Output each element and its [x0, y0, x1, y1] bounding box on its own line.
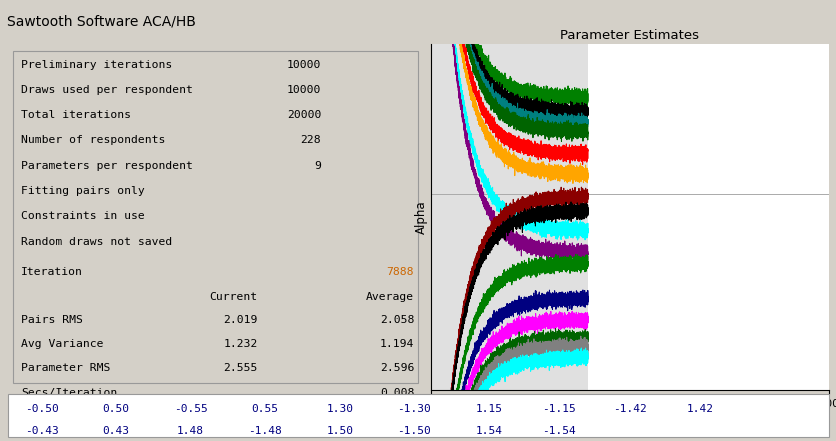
Text: 2.058: 2.058 [380, 315, 414, 325]
Text: Total iterations: Total iterations [21, 110, 131, 120]
Text: Random draws not saved: Random draws not saved [21, 236, 172, 247]
Text: Pairs RMS: Pairs RMS [21, 315, 83, 325]
Text: 1.30: 1.30 [326, 404, 353, 414]
Y-axis label: Alpha: Alpha [415, 200, 428, 234]
Text: 20000: 20000 [287, 110, 321, 120]
Text: Constraints in use: Constraints in use [21, 211, 145, 221]
Text: 0.43: 0.43 [103, 426, 130, 436]
Text: 9: 9 [314, 161, 321, 171]
Text: 2.596: 2.596 [380, 363, 414, 373]
Text: Time Remaining: Time Remaining [21, 412, 117, 422]
Text: 2.019: 2.019 [223, 315, 257, 325]
Text: 0.008: 0.008 [380, 388, 414, 397]
Text: -1.15: -1.15 [542, 404, 575, 414]
Text: Parameter RMS: Parameter RMS [21, 363, 110, 373]
Text: 1.48: 1.48 [177, 426, 204, 436]
Text: -0.55: -0.55 [174, 404, 207, 414]
Text: Average: Average [365, 292, 414, 302]
Text: -1.30: -1.30 [397, 404, 431, 414]
Text: Parameters per respondent: Parameters per respondent [21, 161, 193, 171]
Text: 1.194: 1.194 [380, 339, 414, 349]
Text: Draws used per respondent: Draws used per respondent [21, 85, 193, 95]
Text: 1.54: 1.54 [475, 426, 502, 436]
Text: 1.50: 1.50 [326, 426, 353, 436]
Text: Avg Variance: Avg Variance [21, 339, 104, 349]
Text: -1.42: -1.42 [612, 404, 646, 414]
FancyBboxPatch shape [13, 51, 418, 383]
Text: Iteration: Iteration [21, 267, 83, 277]
Text: 1.232: 1.232 [223, 339, 257, 349]
Text: 2.555: 2.555 [223, 363, 257, 373]
Text: 7888: 7888 [386, 267, 414, 277]
Text: 228: 228 [300, 135, 321, 146]
Title: Parameter Estimates: Parameter Estimates [559, 29, 699, 41]
Text: 10000: 10000 [287, 85, 321, 95]
Bar [431, 44, 587, 390]
Text: Current: Current [210, 292, 257, 302]
Text: Number of respondents: Number of respondents [21, 135, 166, 146]
Text: 1.42: 1.42 [686, 404, 713, 414]
X-axis label: Iterations: Iterations [601, 412, 657, 425]
Text: 0:01:32: 0:01:32 [365, 412, 414, 422]
Text: -1.54: -1.54 [542, 426, 575, 436]
Text: Sawtooth Software ACA/HB: Sawtooth Software ACA/HB [7, 14, 196, 28]
FancyBboxPatch shape [8, 394, 828, 437]
Text: Secs/Iteration: Secs/Iteration [21, 388, 117, 397]
Text: -1.48: -1.48 [248, 426, 282, 436]
Text: -1.50: -1.50 [397, 426, 431, 436]
Text: 0.55: 0.55 [252, 404, 278, 414]
Text: 1.15: 1.15 [475, 404, 502, 414]
Text: 10000: 10000 [287, 60, 321, 70]
Text: Fitting pairs only: Fitting pairs only [21, 186, 145, 196]
Text: Preliminary iterations: Preliminary iterations [21, 60, 172, 70]
Text: 0.50: 0.50 [103, 404, 130, 414]
Text: -0.43: -0.43 [24, 426, 59, 436]
Text: -0.50: -0.50 [24, 404, 59, 414]
